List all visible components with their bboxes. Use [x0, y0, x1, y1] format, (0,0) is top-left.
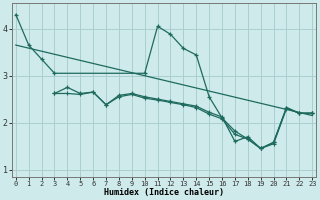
X-axis label: Humidex (Indice chaleur): Humidex (Indice chaleur) [104, 188, 224, 197]
